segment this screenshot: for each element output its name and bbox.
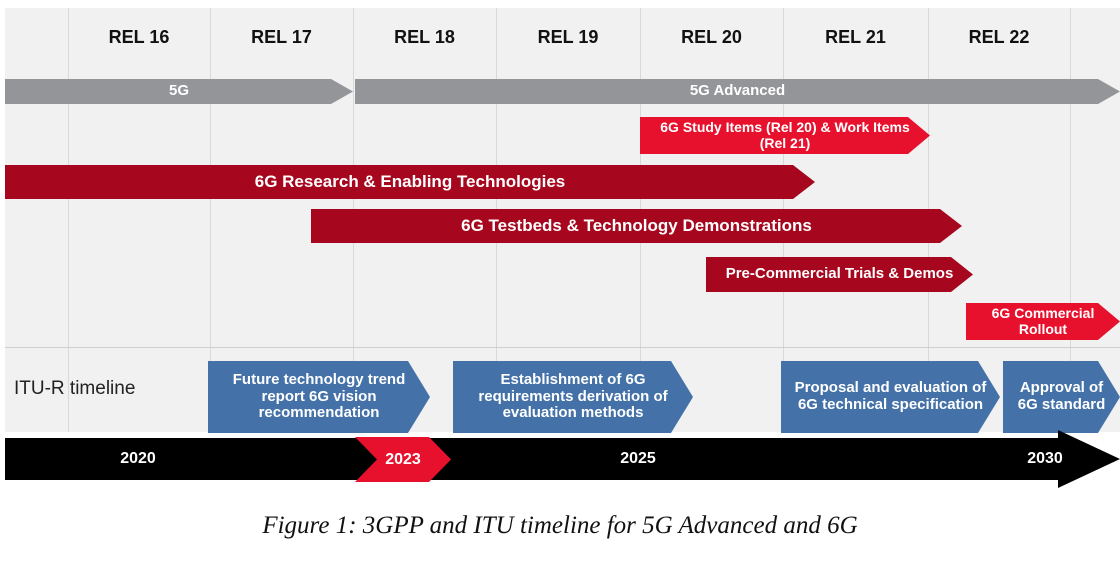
timeline-bar-3gpp-3: 6G Research & Enabling Technologies bbox=[5, 165, 815, 199]
timeline-bar-itu-label-2: Proposal and evaluation of 6G technical … bbox=[794, 379, 987, 413]
timeline-bar-3gpp-label-6: 6G Commercial Rollout bbox=[991, 304, 1095, 337]
timeline-bar-itu-0: Future technology trend report 6G vision… bbox=[208, 361, 430, 433]
itu-timeline-label: ITU-R timeline bbox=[14, 378, 136, 399]
timeline-bar-3gpp-5: Pre-Commercial Trials & Demos bbox=[706, 257, 973, 292]
timeline-bar-itu-2: Proposal and evaluation of 6G technical … bbox=[781, 361, 1000, 433]
grid-section-divider bbox=[5, 347, 1120, 348]
grid-vline-7 bbox=[1070, 8, 1071, 432]
year-label-2020: 2020 bbox=[120, 450, 156, 467]
figure-caption: Figure 1: 3GPP and ITU timeline for 5G A… bbox=[262, 512, 858, 539]
release-header-rel-22: REL 22 bbox=[968, 27, 1030, 47]
timeline-bar-3gpp-1: 5G Advanced bbox=[355, 79, 1120, 104]
year-timeline-bar bbox=[5, 438, 1068, 480]
release-header-rel-20: REL 20 bbox=[681, 27, 742, 47]
timeline-bar-3gpp-6: 6G Commercial Rollout bbox=[966, 303, 1120, 340]
release-header-rel-17: REL 17 bbox=[251, 27, 312, 47]
release-header-rel-19: REL 19 bbox=[537, 27, 599, 47]
release-header-rel-18: REL 18 bbox=[394, 27, 455, 47]
year-label-2025: 2025 bbox=[620, 450, 656, 467]
grid-vline-1 bbox=[210, 8, 211, 432]
timeline-bar-3gpp-label-3: 6G Research & Enabling Technologies bbox=[254, 172, 566, 192]
release-header-rel-16: REL 16 bbox=[108, 27, 170, 47]
timeline-bar-3gpp-label-1: 5G Advanced bbox=[689, 82, 786, 100]
year-2023-label: 2023 bbox=[385, 450, 421, 468]
timeline-bar-3gpp-4: 6G Testbeds & Technology Demonstrations bbox=[311, 209, 962, 243]
timeline-bar-itu-1: Establishment of 6G requirements derivat… bbox=[453, 361, 693, 433]
timeline-bar-itu-label-1: Establishment of 6G requirements derivat… bbox=[478, 370, 668, 422]
timeline-bar-itu-label-0: Future technology trend report 6G vision… bbox=[232, 370, 406, 422]
grid-vline-0 bbox=[68, 8, 69, 432]
timeline-bar-itu-label-3: Approval of 6G standard bbox=[1017, 379, 1106, 413]
timeline-bar-3gpp-label-0: 5G bbox=[168, 82, 189, 100]
release-header-rel-21: REL 21 bbox=[825, 27, 886, 47]
timeline-bar-3gpp-label-4: 6G Testbeds & Technology Demonstrations bbox=[461, 216, 812, 236]
timeline-bar-3gpp-0: 5G bbox=[5, 79, 353, 104]
timeline-bar-3gpp-label-2: 6G Study Items (Rel 20) & Work Items (Re… bbox=[660, 118, 910, 151]
year-label-2030: 2030 bbox=[1027, 450, 1063, 467]
timeline-bar-3gpp-label-5: Pre-Commercial Trials & Demos bbox=[725, 265, 954, 283]
timeline-bar-itu-3: Approval of 6G standard bbox=[1003, 361, 1120, 433]
timeline-bar-3gpp-2: 6G Study Items (Rel 20) & Work Items (Re… bbox=[640, 117, 930, 154]
